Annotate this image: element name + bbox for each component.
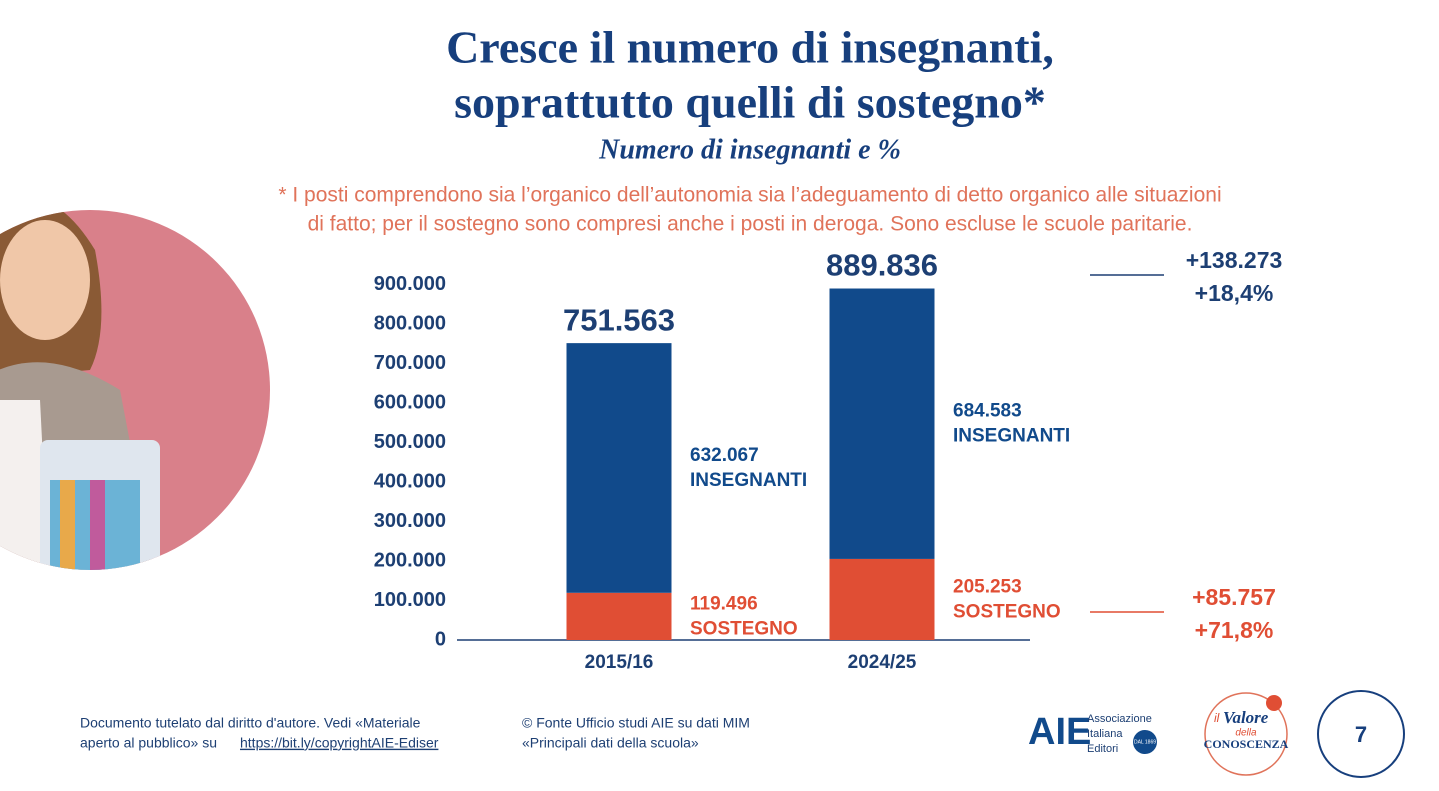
delta-label: +18,4% — [1195, 280, 1274, 306]
y-tick-label: 500.000 — [374, 431, 446, 453]
valore-dot — [1266, 695, 1282, 711]
delta-label: +85.757 — [1192, 584, 1276, 610]
total-label: 889.836 — [826, 248, 938, 283]
data-label: 684.583 — [953, 401, 1022, 422]
y-tick-label: 0 — [435, 628, 446, 650]
valore-text: il — [1214, 711, 1220, 725]
bar-segment — [829, 288, 935, 559]
valore-text: CONOSCENZA — [1204, 737, 1289, 751]
bar-segment — [566, 592, 672, 640]
title: soprattutto quelli di sostegno* — [454, 77, 1046, 128]
y-tick-label: 600.000 — [374, 391, 446, 413]
link[interactable]: https://bit.ly/copyrightAIE-Ediser — [240, 735, 439, 751]
series-label: INSEGNANTI — [953, 426, 1070, 447]
data-label: 205.253 — [953, 576, 1022, 597]
series-label: INSEGNANTI — [690, 470, 807, 491]
series-label: SOSTEGNO — [953, 601, 1061, 622]
title: Cresce il numero di insegnanti, — [446, 22, 1054, 73]
total-label: 751.563 — [563, 302, 675, 337]
y-tick-label: 300.000 — [374, 510, 446, 532]
copyright: Documento tutelato dal diritto d'autore.… — [80, 715, 421, 731]
page-badge — [1317, 690, 1405, 778]
copyright: aperto al pubblico» su — [80, 735, 217, 751]
bar-segment — [829, 558, 935, 640]
subtitle: Numero di insegnanti e % — [598, 134, 901, 165]
series-label: SOSTEGNO — [690, 618, 798, 639]
valore-text: della — [1235, 728, 1257, 739]
note: di fatto; per il sostegno sono compresi … — [308, 213, 1193, 236]
footer: Documento tutelato dal diritto d'autore.… — [80, 690, 1405, 778]
valore-logo — [1204, 692, 1288, 776]
source: © Fonte Ufficio studi AIE su dati MIM — [522, 715, 750, 731]
y-tick-label: 200.000 — [374, 549, 446, 571]
aie-seal — [1133, 730, 1157, 754]
aie-name: Italiana — [1087, 728, 1123, 740]
data-label: 632.067 — [690, 445, 759, 466]
delta-label: +138.273 — [1186, 247, 1283, 273]
page-number: 7 — [1355, 722, 1367, 747]
y-tick-label: 400.000 — [374, 470, 446, 492]
bar-segment — [566, 343, 672, 593]
note: * I posti comprendono sia l’organico del… — [278, 184, 1221, 207]
aie-name: Associazione — [1087, 713, 1152, 725]
x-tick-label: 2024/25 — [848, 652, 917, 673]
data-label: 119.496 — [690, 593, 758, 614]
y-tick-label: 800.000 — [374, 312, 446, 334]
valore-text: Valore — [1223, 708, 1269, 727]
x-tick-label: 2015/16 — [585, 652, 654, 673]
y-tick-label: 900.000 — [374, 273, 446, 295]
source: «Principali dati della scuola» — [522, 735, 699, 751]
aie-seal-text: DAL 1869 — [1134, 739, 1156, 745]
aie-name: Editori — [1087, 743, 1118, 755]
y-tick-label: 700.000 — [374, 352, 446, 374]
y-tick-label: 100.000 — [374, 589, 446, 611]
aie-logo: AIE — [1028, 711, 1091, 753]
delta-label: +71,8% — [1195, 617, 1274, 643]
